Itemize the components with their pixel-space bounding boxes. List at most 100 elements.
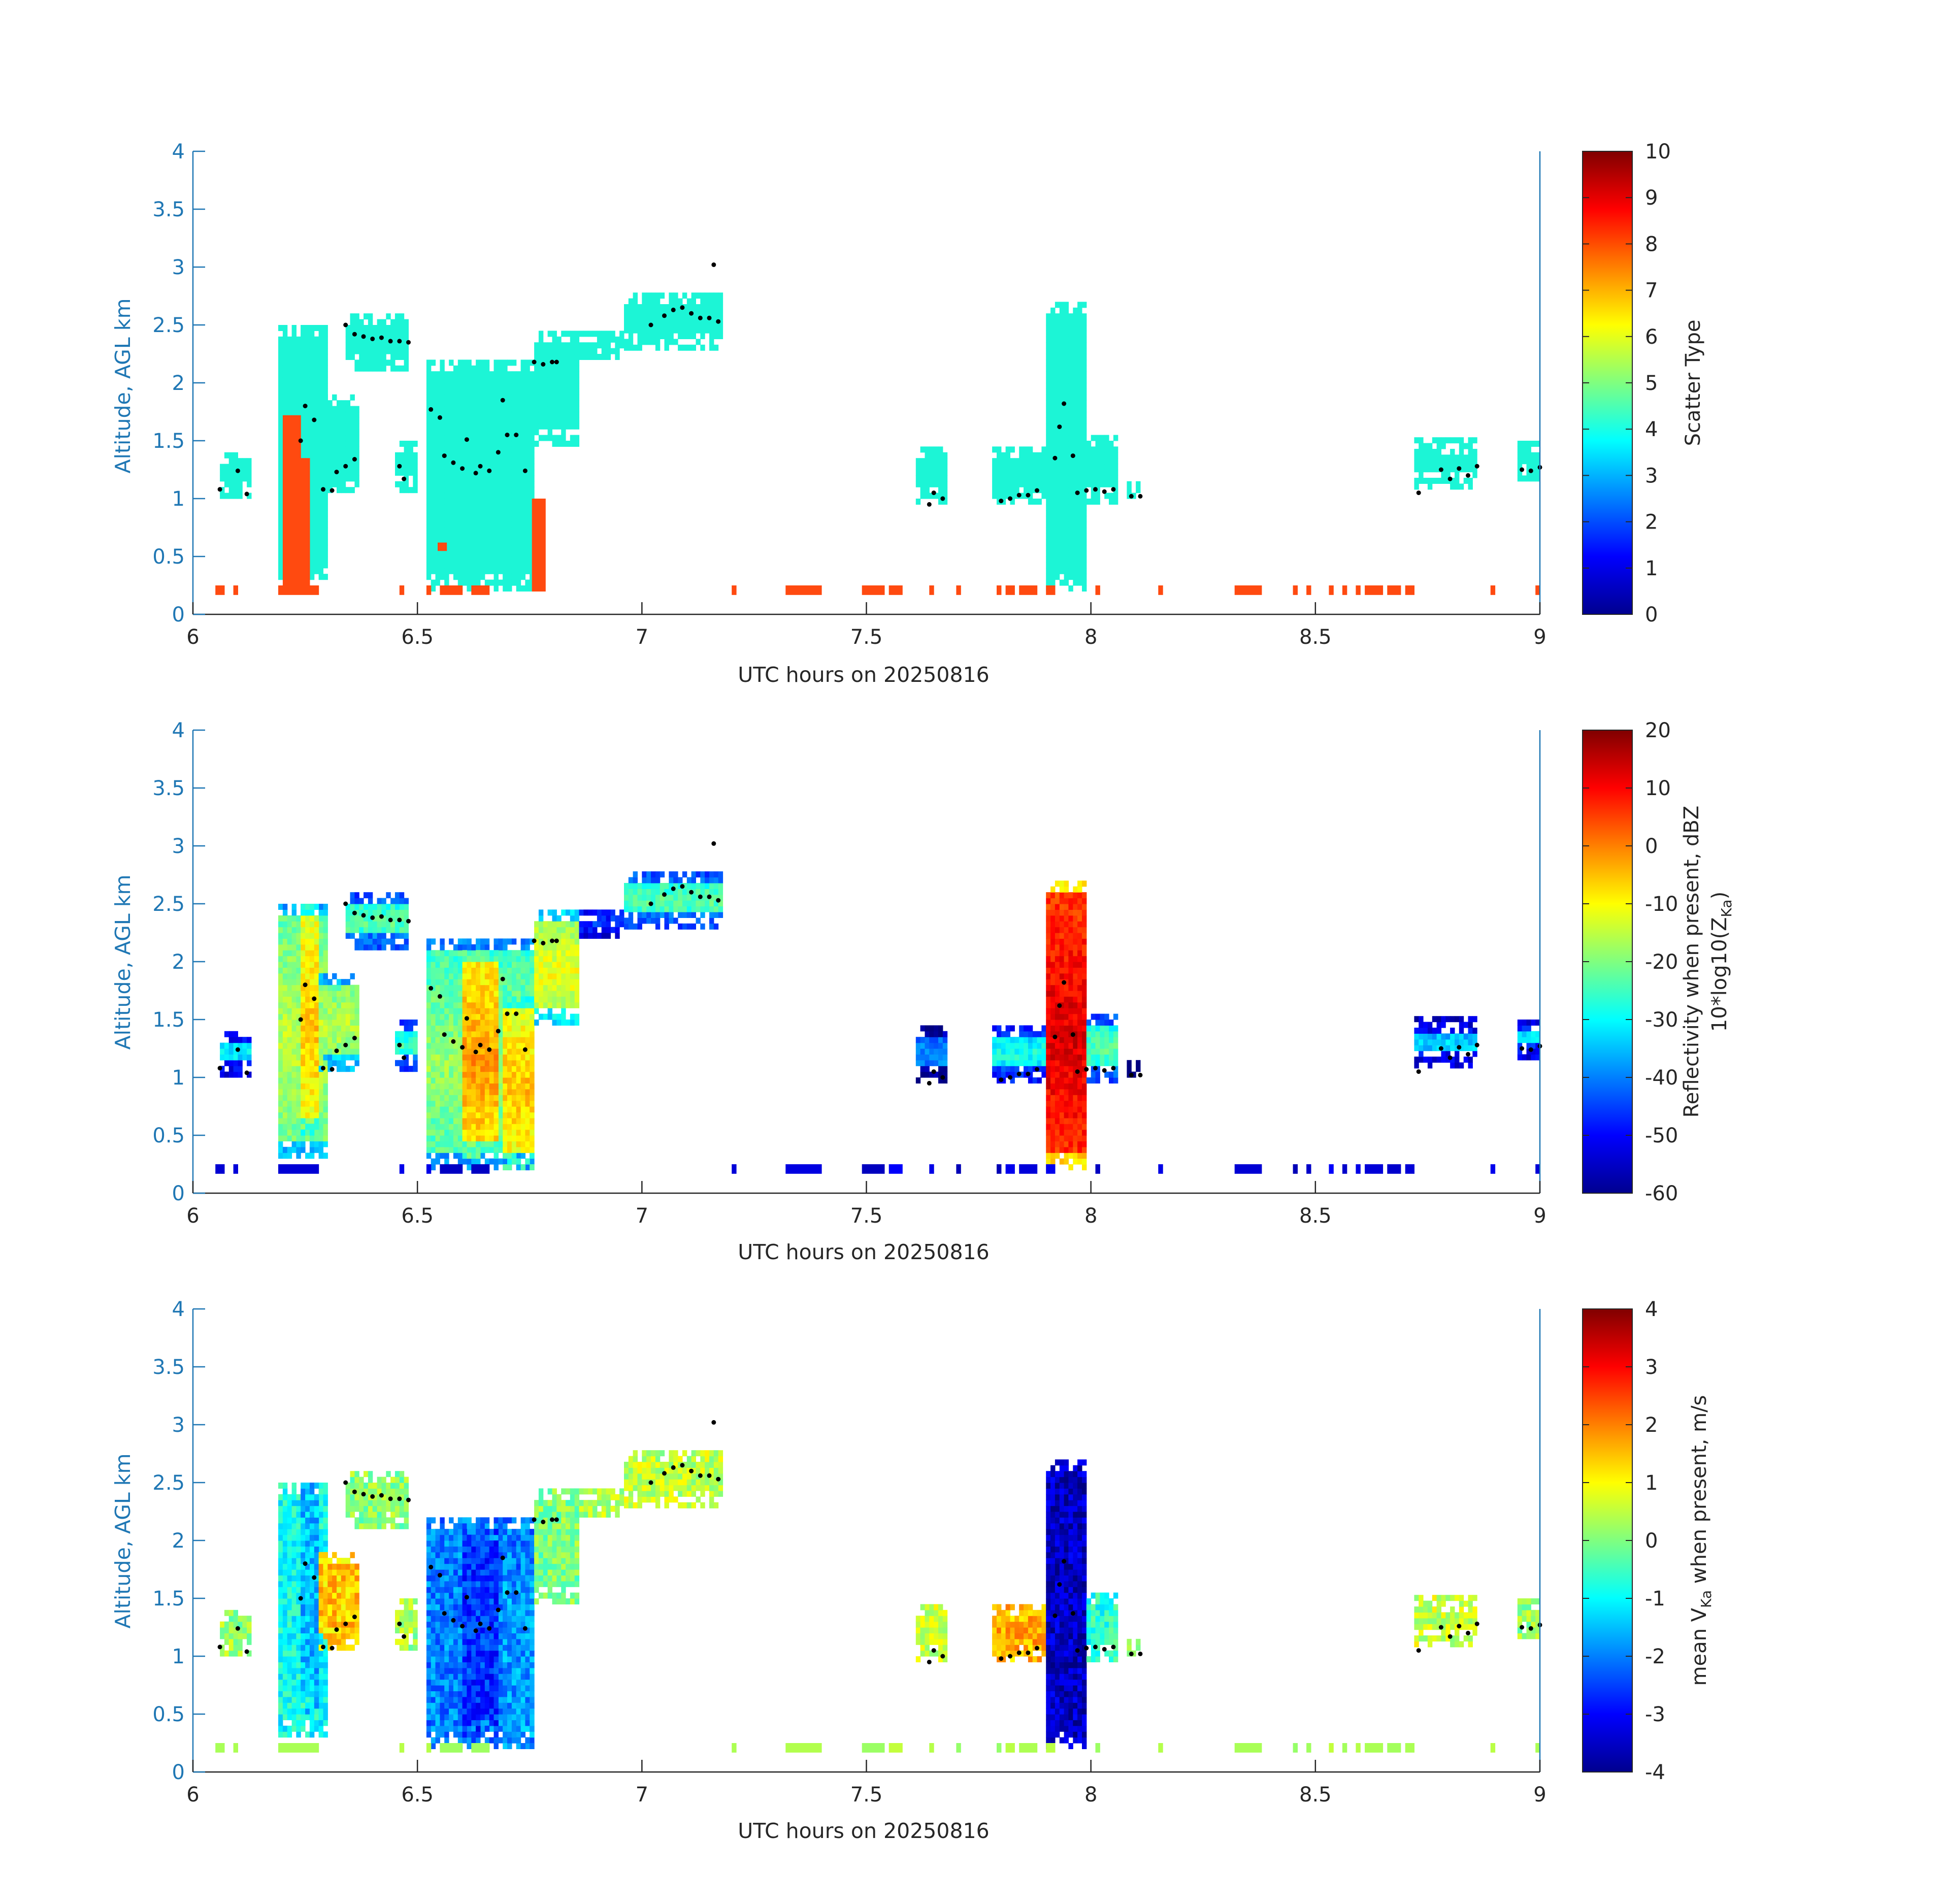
heatmap-cell: [431, 1060, 436, 1066]
heatmap-cell: [1064, 336, 1069, 343]
heatmap-cell: [426, 1095, 432, 1101]
heatmap-cell: [669, 315, 674, 322]
heatmap-cell: [1445, 478, 1451, 484]
heatmap-cell: [561, 412, 566, 418]
heatmap-cell: [444, 979, 449, 986]
heatmap-cell: [278, 1118, 283, 1124]
heatmap-cell: [435, 1158, 440, 1165]
heatmap-cell: [1526, 452, 1531, 458]
heatmap-cell: [520, 423, 525, 430]
heatmap-cell: [426, 417, 432, 424]
heatmap-cell: [530, 377, 535, 383]
heatmap-cell: [1059, 423, 1065, 430]
heatmap-cell: [350, 1031, 355, 1037]
heatmap-cell: [570, 331, 575, 337]
heatmap-cell: [282, 1100, 288, 1107]
heatmap-cell: [453, 550, 458, 557]
heatmap-cell: [453, 991, 458, 997]
heatmap-cell: [301, 1025, 306, 1032]
heatmap-cell: [1050, 446, 1056, 453]
heatmap-cell: [426, 1002, 432, 1008]
heatmap-cell: [435, 562, 440, 569]
heatmap-cell: [547, 412, 552, 418]
heatmap-cell: [408, 487, 413, 494]
heatmap-cell: [686, 298, 692, 305]
cloud-base-point: [402, 476, 407, 481]
heatmap-cell: [354, 1008, 359, 1014]
heatmap-cell: [1086, 452, 1092, 458]
heatmap-cell: [372, 915, 378, 922]
heatmap-cell: [323, 967, 328, 974]
heatmap-cell: [1517, 464, 1523, 470]
heatmap-cell: [457, 579, 463, 586]
heatmap-cell: [323, 348, 328, 354]
heatmap-cell: [318, 470, 323, 476]
heatmap-cell: [282, 348, 288, 354]
heatmap-cell: [1522, 475, 1527, 482]
heatmap-cell: [296, 1089, 301, 1095]
heatmap-cell: [449, 521, 454, 528]
heatmap-cell: [457, 446, 463, 453]
heatmap-cell: [395, 1060, 400, 1066]
heatmap-cell: [646, 327, 651, 334]
heatmap-cell: [1050, 504, 1056, 511]
heatmap-cell: [318, 973, 323, 979]
heatmap-cell: [435, 452, 440, 458]
heatmap-cell: [476, 435, 481, 441]
heatmap-cell: [1046, 435, 1051, 441]
heatmap-cell: [431, 1100, 436, 1107]
heatmap-cell: [309, 979, 315, 986]
heatmap-cell: [489, 423, 495, 430]
heatmap-cell: [354, 470, 359, 476]
heatmap-cell: [489, 470, 495, 476]
heatmap-cell: [278, 979, 283, 986]
heatmap-cell: [444, 984, 449, 991]
heatmap-cell: [291, 1060, 297, 1066]
heatmap-cell: [323, 909, 328, 916]
heatmap-cell: [1468, 443, 1473, 449]
heatmap-cell: [291, 388, 297, 395]
heatmap-cell: [493, 423, 499, 430]
heatmap-cell: [435, 1129, 440, 1136]
heatmap-cell: [1535, 475, 1540, 482]
heatmap-cell: [1046, 470, 1051, 476]
heatmap-cell: [314, 1124, 319, 1130]
heatmap-cell: [291, 1013, 297, 1020]
heatmap-cell: [1082, 325, 1087, 331]
heatmap-cell: [547, 394, 552, 401]
heatmap-cell: [440, 487, 445, 494]
heatmap-cell: [305, 933, 310, 939]
heatmap-cell: [516, 521, 521, 528]
heatmap-cell: [426, 973, 432, 979]
heatmap-cell: [1055, 481, 1060, 487]
heatmap-cell: [345, 470, 351, 476]
heatmap-cell: [516, 510, 521, 516]
heatmap-cell: [440, 568, 445, 574]
cloud-base-point: [303, 404, 308, 409]
heatmap-cell: [552, 348, 557, 354]
heatmap-cell: [862, 585, 885, 595]
heatmap-cell: [516, 423, 521, 430]
heatmap-cell: [426, 365, 432, 372]
heatmap-cell: [291, 415, 297, 592]
heatmap-cell: [296, 938, 301, 945]
heatmap-cell: [350, 991, 355, 997]
heatmap-cell: [341, 487, 346, 494]
heatmap-cell: [309, 545, 315, 551]
heatmap-cell: [1068, 388, 1073, 395]
heatmap-cell: [1082, 406, 1087, 412]
heatmap-cell: [1055, 429, 1060, 436]
heatmap-cell: [561, 365, 566, 372]
heatmap-cell: [431, 1020, 436, 1026]
heatmap-cell: [1450, 437, 1455, 444]
heatmap-cell: [291, 359, 297, 366]
heatmap-cell: [305, 1054, 310, 1061]
heatmap-cell: [426, 950, 432, 957]
heatmap-cell: [314, 533, 319, 540]
y-axis-label: Altitude, AGL km: [111, 299, 135, 474]
heatmap-cell: [301, 927, 306, 933]
heatmap-cell: [1010, 499, 1015, 505]
heatmap-cell: [309, 568, 315, 574]
heatmap-cell: [709, 344, 714, 351]
heatmap-cell: [1455, 460, 1460, 467]
